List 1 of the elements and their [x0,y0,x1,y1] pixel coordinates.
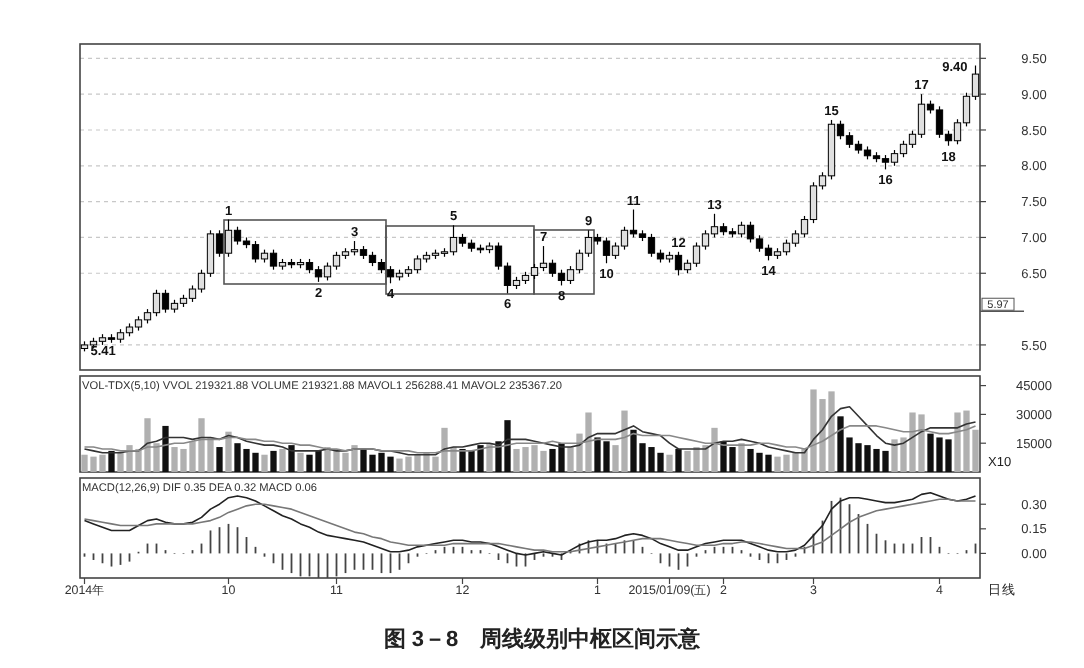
caption: 图 3－8 周线级别中枢区间示意 [383,626,703,652]
